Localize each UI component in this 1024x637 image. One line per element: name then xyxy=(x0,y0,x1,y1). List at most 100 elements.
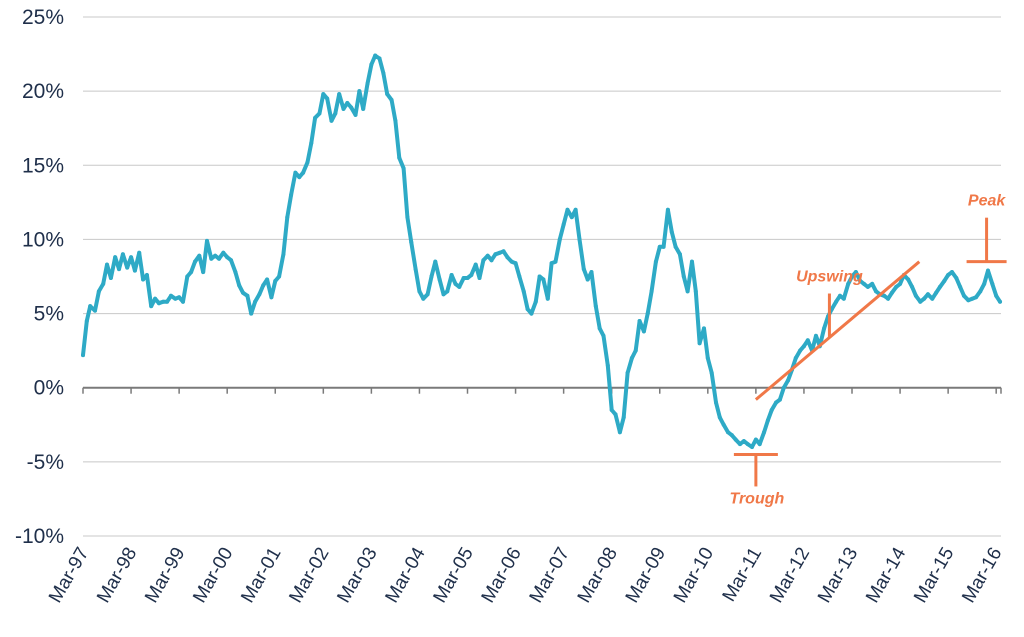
x-tick-label: Mar-12 xyxy=(766,544,814,607)
data-point xyxy=(689,259,694,264)
data-point xyxy=(469,273,474,278)
data-point xyxy=(389,98,394,103)
data-point xyxy=(249,311,254,316)
data-point xyxy=(84,318,89,323)
data-point xyxy=(333,111,338,116)
data-point xyxy=(421,296,426,301)
data-point xyxy=(793,356,798,361)
data-point xyxy=(726,430,731,435)
data-point xyxy=(225,255,230,260)
x-axis-tick-labels: Mar-97 Mar-98 Mar-99 Mar-00 Mar-01 Mar-02 Mar-… xyxy=(45,544,1006,607)
data-point xyxy=(401,166,406,171)
data-point xyxy=(958,284,963,289)
data-point xyxy=(581,267,586,272)
data-point xyxy=(88,304,93,309)
data-point xyxy=(605,363,610,368)
data-point xyxy=(96,289,101,294)
x-tick-label: Mar-14 xyxy=(862,544,910,607)
data-point xyxy=(693,289,698,294)
data-point xyxy=(168,293,173,298)
data-point xyxy=(149,304,154,309)
data-point xyxy=(361,106,366,111)
data-point xyxy=(777,397,782,402)
data-point xyxy=(918,299,923,304)
data-point xyxy=(870,281,875,286)
data-point xyxy=(317,111,322,116)
gridlines xyxy=(83,16,1001,537)
trough-label: Trough xyxy=(729,490,784,507)
data-point xyxy=(653,259,658,264)
data-point xyxy=(517,274,522,279)
data-point xyxy=(934,290,939,295)
x-tick-label: Mar-97 xyxy=(45,544,93,607)
data-point xyxy=(669,230,674,235)
data-point xyxy=(925,292,930,297)
data-point xyxy=(113,255,118,260)
data-point xyxy=(509,259,514,264)
data-point xyxy=(753,437,758,442)
data-point xyxy=(521,289,526,294)
data-point xyxy=(221,250,226,255)
data-point xyxy=(886,296,891,301)
data-point xyxy=(557,237,562,242)
data-point xyxy=(285,215,290,220)
data-point xyxy=(120,252,125,257)
data-point xyxy=(613,412,618,417)
data-point xyxy=(525,307,530,312)
data-point xyxy=(108,275,113,280)
data-point xyxy=(894,284,899,289)
data-point xyxy=(493,252,498,257)
data-point xyxy=(665,207,670,212)
data-point xyxy=(161,299,166,304)
data-point xyxy=(201,270,206,275)
data-point xyxy=(837,293,842,298)
data-point xyxy=(257,292,262,297)
data-point xyxy=(834,299,839,304)
data-point xyxy=(321,92,326,97)
data-point xyxy=(813,333,818,338)
data-point xyxy=(357,89,362,94)
data-point xyxy=(297,175,302,180)
data-point xyxy=(545,296,550,301)
data-point xyxy=(505,255,510,260)
data-point xyxy=(177,295,182,300)
data-point xyxy=(906,277,911,282)
data-point xyxy=(565,207,570,212)
data-point xyxy=(465,275,470,280)
data-point xyxy=(453,281,458,286)
data-point xyxy=(942,278,947,283)
x-tick-label: Mar-00 xyxy=(189,544,237,607)
data-point xyxy=(805,338,810,343)
data-point xyxy=(413,267,418,272)
data-point xyxy=(709,370,714,375)
x-tick-label: Mar-09 xyxy=(622,544,670,607)
data-point xyxy=(156,301,161,306)
data-point xyxy=(397,155,402,160)
data-point xyxy=(922,296,927,301)
data-point xyxy=(473,262,478,267)
data-point xyxy=(946,273,951,278)
data-point xyxy=(233,270,238,275)
data-point xyxy=(153,296,158,301)
data-point xyxy=(641,329,646,334)
data-point xyxy=(609,407,614,412)
data-point xyxy=(541,277,546,282)
data-point xyxy=(697,341,702,346)
data-point xyxy=(994,293,999,298)
data-point xyxy=(437,277,442,282)
data-point xyxy=(954,275,959,280)
data-point xyxy=(313,115,318,120)
data-point xyxy=(385,92,390,97)
data-point xyxy=(705,356,710,361)
data-point xyxy=(974,295,979,300)
x-axis xyxy=(82,386,1002,394)
data-point xyxy=(241,290,246,295)
data-point xyxy=(529,311,534,316)
y-axis-tick-labels: 25% 20% 15% 10% 5% 0% -5% -10% xyxy=(15,6,64,548)
data-point xyxy=(573,207,578,212)
data-point xyxy=(949,270,954,275)
data-point xyxy=(645,311,650,316)
data-point xyxy=(353,112,358,117)
data-point xyxy=(481,258,486,263)
